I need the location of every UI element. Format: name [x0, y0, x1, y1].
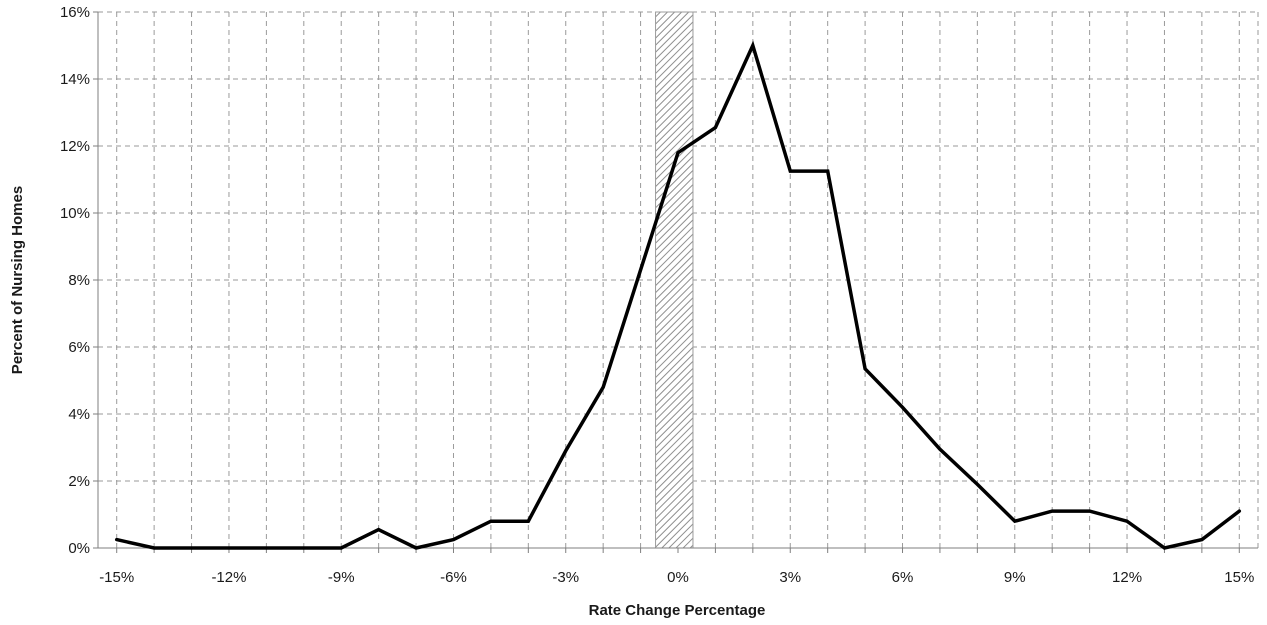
x-tick-label: -9%: [328, 569, 355, 586]
x-tick-label: 15%: [1224, 569, 1254, 586]
data-point: [489, 520, 492, 523]
data-point: [115, 538, 118, 541]
data-point: [1088, 510, 1091, 513]
data-point: [976, 483, 979, 486]
y-tick-label: 4%: [68, 406, 90, 423]
y-tick-label: 0%: [68, 540, 90, 557]
data-point: [901, 406, 904, 409]
data-point: [639, 268, 642, 271]
y-tick-label: 14%: [60, 71, 90, 88]
data-point: [789, 170, 792, 173]
x-tick-label: -12%: [211, 569, 246, 586]
data-point: [527, 520, 530, 523]
x-tick-label: 6%: [892, 569, 914, 586]
y-tick-label: 10%: [60, 205, 90, 222]
data-point: [153, 547, 156, 550]
x-axis-title: Rate Change Percentage: [589, 602, 766, 619]
shaded-band: [655, 11, 694, 549]
data-point: [864, 367, 867, 370]
x-tick-label: 0%: [667, 569, 689, 586]
data-point: [265, 547, 268, 550]
x-tick-label: -15%: [99, 569, 134, 586]
data-point: [1013, 520, 1016, 523]
x-tick-label: -6%: [440, 569, 467, 586]
x-tick-label: 3%: [779, 569, 801, 586]
data-point: [1163, 547, 1166, 550]
x-tick-label: 9%: [1004, 569, 1026, 586]
data-point: [1126, 520, 1129, 523]
data-point: [340, 547, 343, 550]
y-axis-title: Percent of Nursing Homes: [9, 186, 26, 374]
x-tick-label: 12%: [1112, 569, 1142, 586]
data-point: [190, 547, 193, 550]
y-tick-label: 2%: [68, 473, 90, 490]
y-tick-label: 8%: [68, 272, 90, 289]
data-point: [938, 448, 941, 451]
y-tick-label: 12%: [60, 138, 90, 155]
data-point: [415, 547, 418, 550]
data-point: [452, 538, 455, 541]
data-line: [114, 40, 1242, 550]
y-tick-label: 6%: [68, 339, 90, 356]
data-point: [826, 170, 829, 173]
data-point: [377, 528, 380, 531]
data-point: [1238, 510, 1241, 513]
x-tick-label: -3%: [552, 569, 579, 586]
data-point: [227, 547, 230, 550]
data-point: [751, 44, 754, 47]
data-point: [564, 449, 567, 452]
data-point: [1200, 538, 1203, 541]
data-point: [677, 151, 680, 154]
data-point: [714, 126, 717, 129]
data-point: [1051, 510, 1054, 513]
data-point: [602, 386, 605, 389]
y-tick-label: 16%: [60, 4, 90, 21]
data-point: [302, 547, 305, 550]
